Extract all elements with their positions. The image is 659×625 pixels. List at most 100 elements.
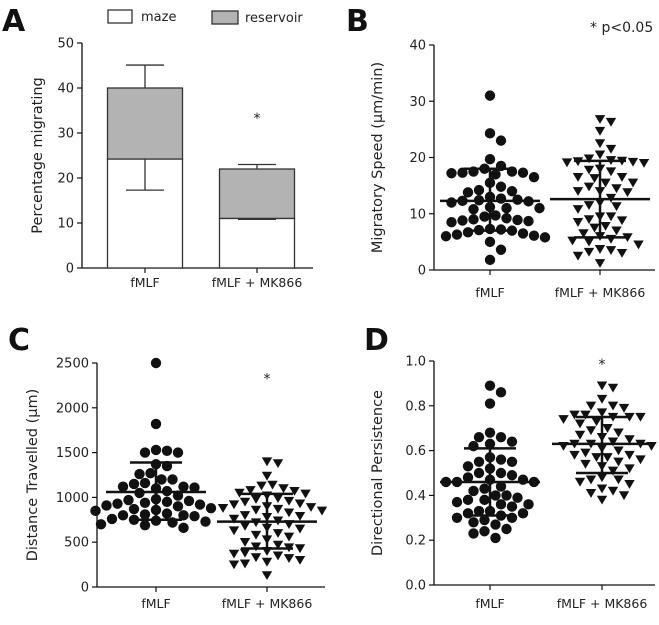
data-point-triangle — [294, 524, 306, 534]
data-point-triangle — [585, 401, 597, 411]
data-point-circle — [457, 215, 468, 226]
data-point-triangle — [607, 401, 619, 411]
data-point-circle — [161, 496, 173, 508]
data-point-circle — [446, 168, 457, 179]
data-point-triangle — [602, 424, 613, 433]
data-point-triangle — [239, 497, 251, 507]
legend-label-maze: maze — [141, 10, 176, 25]
data-point-triangle — [283, 508, 295, 518]
data-point-circle — [205, 502, 217, 514]
data-point-circle — [528, 230, 540, 241]
data-point-circle — [495, 387, 507, 398]
data-point-triangle — [272, 529, 284, 538]
data-point-circle — [117, 481, 129, 492]
data-point-circle — [490, 490, 501, 501]
data-point-triangle — [300, 489, 311, 499]
data-point-triangle — [594, 150, 606, 160]
data-point-circle — [95, 519, 107, 530]
data-point-circle — [523, 215, 534, 227]
data-point-circle — [479, 514, 490, 526]
significance-asterisk: * — [254, 111, 261, 127]
data-point-circle — [517, 167, 529, 178]
data-point-triangle — [572, 187, 584, 196]
data-point-triangle — [594, 139, 606, 149]
data-point-triangle — [283, 532, 295, 542]
data-point-circle — [194, 499, 206, 510]
data-point-triangle — [261, 557, 273, 567]
x-tick-label: fMLF + MK866 — [212, 275, 303, 290]
data-point-circle — [468, 214, 479, 225]
data-point-triangle — [591, 453, 602, 462]
data-point-triangle — [589, 223, 600, 233]
data-point-circle — [156, 474, 167, 485]
data-point-circle — [90, 505, 101, 517]
y-tick-label: 20 — [409, 151, 426, 166]
data-point-triangle — [613, 475, 624, 485]
data-point-circle — [462, 472, 474, 483]
data-point-triangle — [567, 236, 578, 246]
data-point-triangle — [618, 491, 630, 501]
data-point-triangle — [278, 484, 289, 494]
data-point-circle — [484, 438, 496, 450]
legend-swatch-reservoir — [211, 10, 239, 25]
data-point-triangle — [261, 457, 273, 467]
data-point-circle — [468, 204, 479, 215]
data-point-circle — [139, 509, 151, 520]
data-point-circle — [139, 519, 151, 531]
data-point-triangle — [585, 426, 597, 436]
data-point-triangle — [217, 503, 229, 513]
data-point-triangle — [613, 457, 624, 467]
data-point-triangle — [583, 154, 595, 164]
data-point-circle — [528, 171, 540, 183]
data-point-triangle — [594, 115, 606, 124]
data-point-circle — [495, 193, 507, 204]
data-point-triangle — [316, 506, 328, 516]
data-point-circle — [468, 485, 479, 497]
data-point-triangle — [572, 218, 584, 227]
data-point-triangle — [283, 496, 295, 506]
data-point-circle — [468, 528, 479, 539]
significance-asterisk: * — [264, 372, 271, 388]
data-point-triangle — [228, 560, 240, 570]
x-tick-label: fMLF — [130, 275, 159, 290]
x-tick-label: fMLF + MK866 — [222, 596, 313, 611]
data-point-circle — [484, 153, 496, 165]
data-point-triangle — [600, 178, 611, 188]
data-point-circle — [479, 494, 490, 506]
data-point-triangle — [245, 486, 256, 495]
data-point-circle — [512, 214, 523, 226]
data-point-circle — [473, 505, 485, 517]
y-tick-label: 30 — [409, 95, 426, 110]
data-point-triangle — [572, 251, 584, 261]
data-point-circle — [178, 522, 189, 534]
y-tick-label: 0.0 — [405, 579, 426, 594]
data-point-circle — [451, 229, 463, 240]
data-point-circle — [150, 444, 162, 456]
y-axis-label: Migratory Speed (μm/min) — [370, 62, 386, 253]
data-point-triangle — [289, 486, 300, 496]
data-point-triangle — [624, 480, 635, 489]
data-point-circle — [495, 431, 507, 443]
data-point-circle — [495, 244, 507, 255]
data-point-triangle — [294, 512, 306, 521]
data-point-triangle — [635, 455, 646, 465]
data-point-circle — [523, 499, 534, 510]
data-point-circle — [183, 495, 195, 507]
y-tick-label: 0.2 — [405, 534, 426, 549]
panel-b: B 0 10 20 30 40 fMLF fMLF + MK866 Migratory Spee… — [346, 4, 655, 300]
data-point-triangle — [574, 430, 586, 440]
data-point-circle — [495, 454, 507, 465]
y-tick-label: 0 — [81, 581, 89, 596]
data-point-triangle — [574, 419, 586, 429]
data-point-triangle — [607, 466, 619, 476]
data-point-circle — [512, 492, 523, 503]
y-tick-label: 1.0 — [405, 355, 426, 370]
x-tick-label: fMLF — [141, 596, 170, 611]
data-point-triangle — [613, 428, 624, 438]
data-point-circle — [495, 467, 507, 479]
data-point-triangle — [294, 544, 306, 554]
data-point-circle — [501, 202, 512, 214]
data-point-triangle — [583, 215, 595, 225]
legend-label-reservoir: reservoir — [245, 11, 303, 26]
